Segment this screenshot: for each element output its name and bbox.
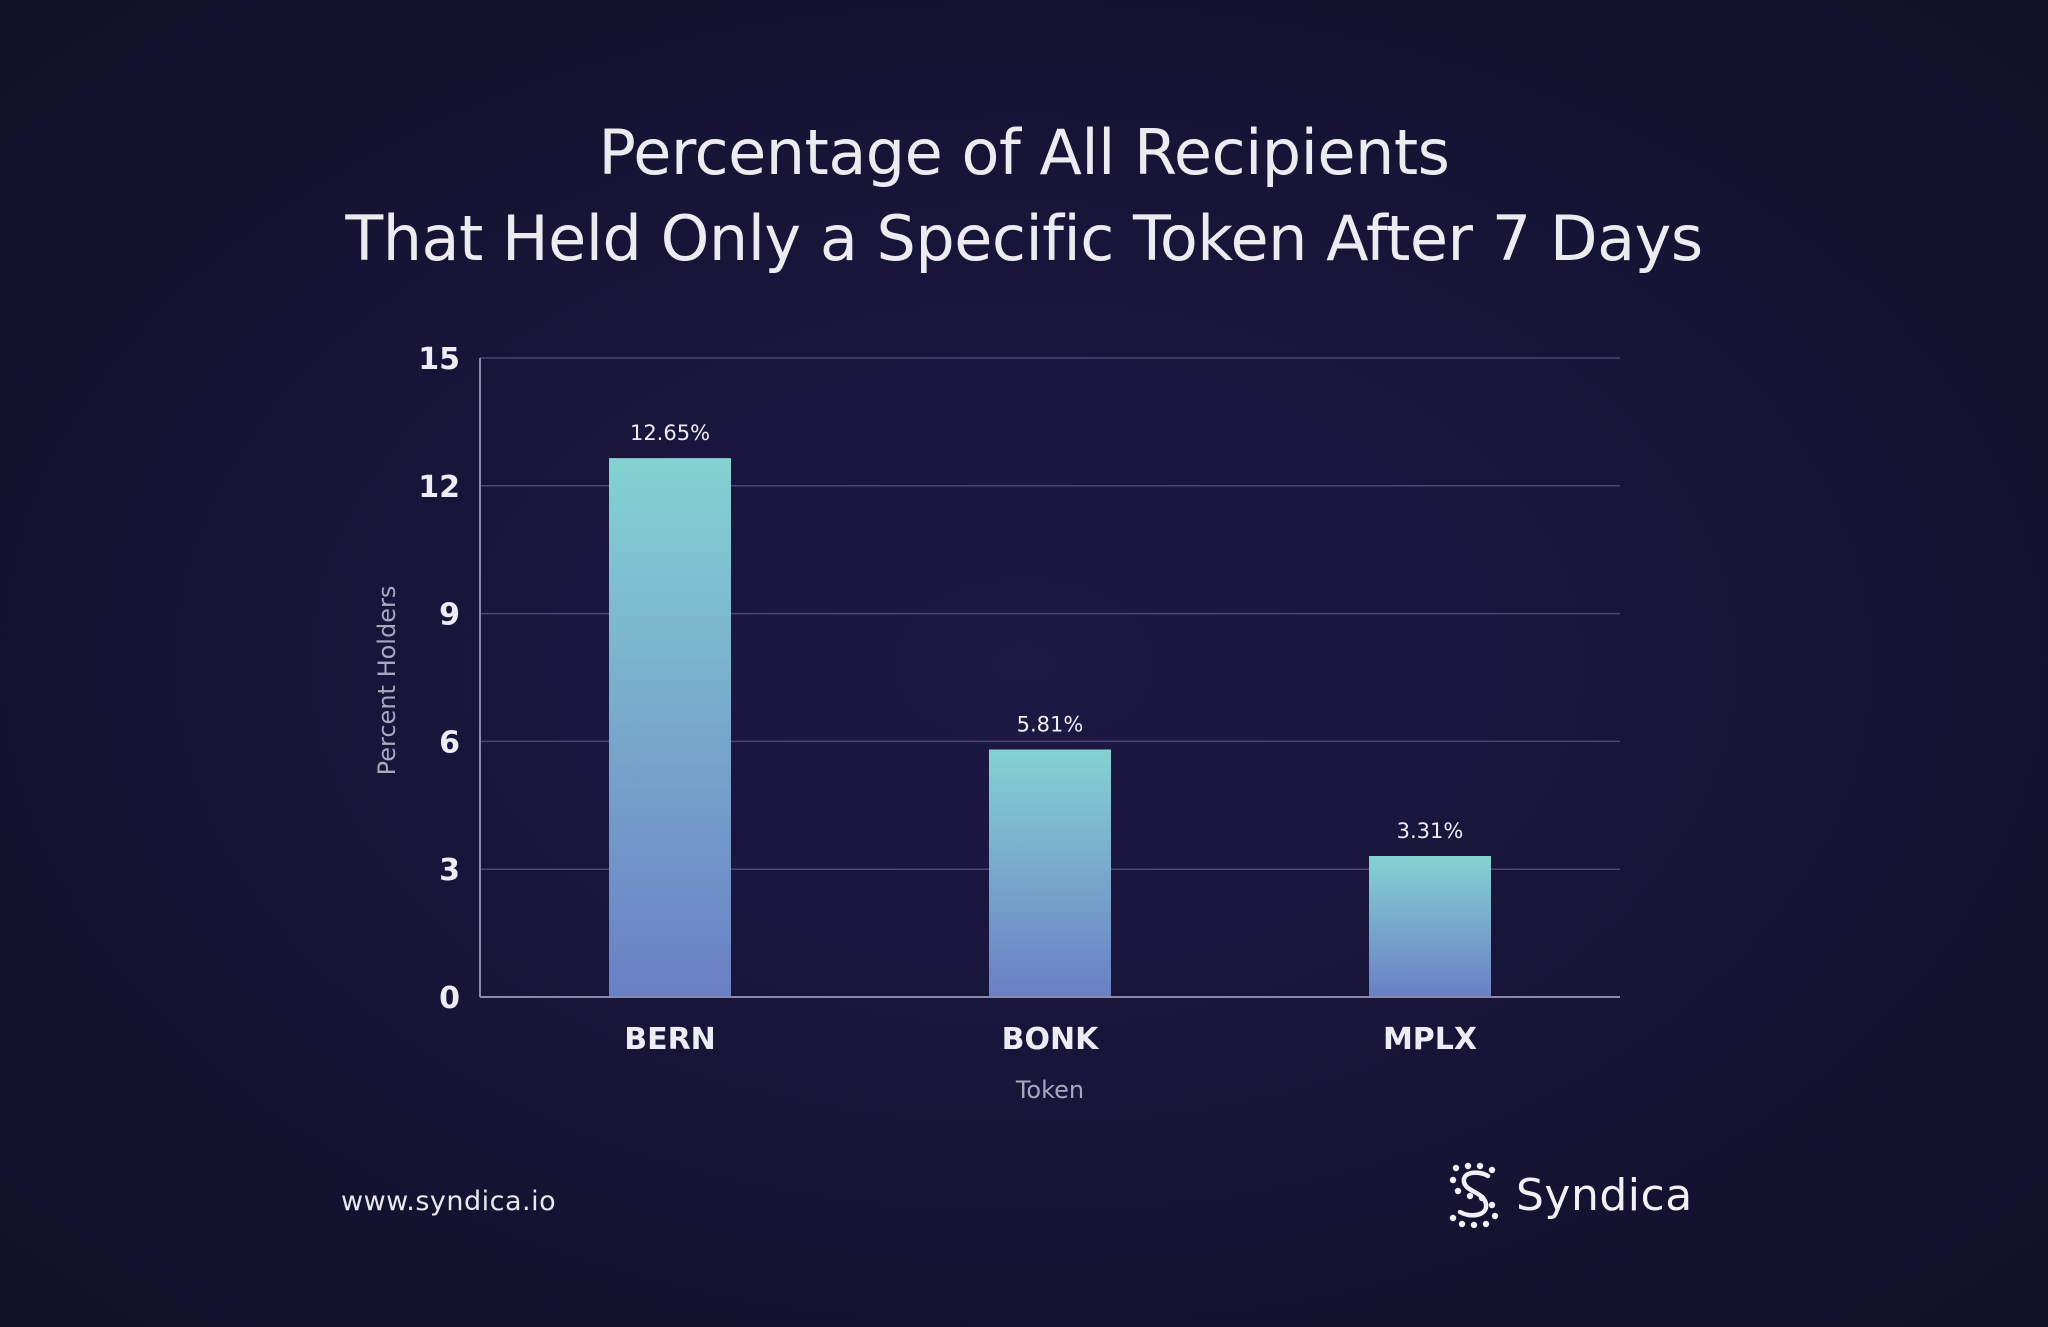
data-label: 5.81%: [1017, 712, 1084, 736]
x-tick-label: MPLX: [1383, 1022, 1477, 1057]
y-tick-label: 9: [439, 598, 460, 633]
y-axis-title: Percent Holders: [373, 586, 401, 776]
data-label: 12.65%: [630, 421, 710, 445]
x-axis-title: Token: [1015, 1076, 1084, 1104]
y-tick-label: 12: [418, 470, 460, 505]
bars: [609, 458, 1491, 997]
bar-mplx: [1369, 855, 1491, 997]
brand: Syndica: [1448, 1160, 1693, 1230]
footer-url: www.syndica.io: [341, 1186, 557, 1217]
labels: 0 3 6 9 12 15 12.65% BERN 5.81% BONK 3.31% MPLX Toke…: [373, 342, 1477, 1104]
y-tick-label: 3: [439, 853, 460, 888]
chart-title-line-1: Percentage of All Recipients: [598, 116, 1450, 189]
bar-bonk: [989, 749, 1111, 997]
data-label: 3.31%: [1397, 819, 1464, 843]
y-tick-label: 15: [418, 342, 460, 377]
chart-title: Percentage of All Recipients That Held O…: [0, 110, 2048, 282]
syndica-logo-icon: [1449, 1162, 1499, 1228]
brand-name: Syndica: [1516, 1169, 1693, 1221]
y-tick-label: 6: [439, 725, 460, 760]
chart-title-line-2: That Held Only a Specific Token After 7 …: [345, 202, 1703, 275]
x-tick-label: BERN: [624, 1022, 716, 1057]
y-tick-label: 0: [439, 981, 460, 1016]
x-tick-label: BONK: [1002, 1022, 1100, 1057]
bar-bern: [609, 458, 731, 997]
axes: [479, 358, 1620, 998]
